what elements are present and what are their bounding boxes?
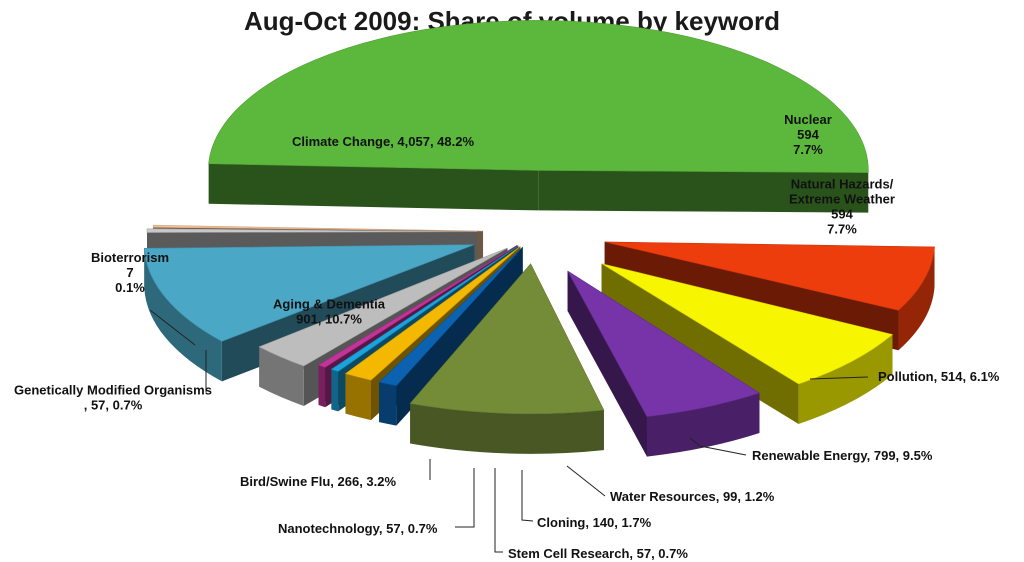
data-label-text: 0.1% bbox=[115, 280, 145, 295]
data-label-text: Cloning, 140, 1.7% bbox=[537, 515, 652, 530]
slice-top bbox=[143, 244, 475, 342]
data-label-genetically-modified-organisms: Genetically Modified Organisms, 57, 0.7% bbox=[14, 350, 212, 413]
slice-top bbox=[208, 20, 869, 173]
leader-line bbox=[494, 468, 503, 553]
slice-top bbox=[152, 224, 484, 232]
data-label-text: Bird/Swine Flu, 266, 3.2% bbox=[240, 474, 396, 489]
slice-wall bbox=[379, 247, 523, 423]
slice-top bbox=[317, 245, 518, 368]
slice-side bbox=[410, 403, 604, 454]
slice-side bbox=[345, 373, 372, 421]
data-label-text: Aging & Dementia bbox=[273, 297, 386, 312]
slice-top bbox=[258, 247, 508, 367]
data-label-cloning: Cloning, 140, 1.7% bbox=[521, 470, 652, 530]
slice-top bbox=[409, 263, 605, 415]
data-label-bird-swine-flu: Bird/Swine Flu, 266, 3.2% bbox=[240, 459, 431, 489]
data-label-text: Stem Cell Research, 57, 0.7% bbox=[508, 546, 688, 561]
slice-side bbox=[318, 365, 326, 408]
data-label-stem-cell-research: Stem Cell Research, 57, 0.7% bbox=[494, 468, 688, 561]
leader-line bbox=[689, 437, 747, 456]
data-label-text: 7.7% bbox=[793, 142, 823, 157]
leader-line bbox=[566, 465, 606, 497]
slice-wall bbox=[538, 170, 869, 213]
slice-wall bbox=[208, 163, 539, 211]
data-label-text: Pollution, 514, 6.1% bbox=[878, 369, 1000, 384]
data-label-text: 7 bbox=[126, 265, 133, 280]
slice-side bbox=[898, 246, 935, 351]
slice-wall bbox=[567, 270, 647, 457]
data-label-text: Nuclear bbox=[784, 112, 832, 127]
data-label-text: Bioterrorism bbox=[91, 250, 169, 265]
slice-top bbox=[344, 246, 521, 381]
slice-wall bbox=[601, 263, 799, 424]
slice-wall bbox=[345, 246, 521, 414]
data-label-text: Climate Change, 4,057, 48.2% bbox=[292, 134, 475, 149]
data-label-renewable-energy: Renewable Energy, 799, 9.5% bbox=[689, 437, 933, 463]
slice-top bbox=[330, 245, 519, 372]
data-label-text: 7.7% bbox=[827, 222, 857, 237]
leader-line bbox=[809, 376, 869, 380]
slice-renewable-energy bbox=[409, 263, 605, 454]
data-label-text: Water Resources, 99, 1.2% bbox=[610, 489, 775, 504]
data-label-text: Extreme Weather bbox=[789, 192, 895, 207]
data-label-text: Renewable Energy, 799, 9.5% bbox=[752, 448, 933, 463]
data-label-water-resources: Water Resources, 99, 1.2% bbox=[566, 465, 775, 504]
slice-natural-hazards-extreme-weather bbox=[601, 263, 894, 424]
slice-side bbox=[379, 382, 397, 426]
slice-climate-change bbox=[208, 20, 869, 213]
leader-line bbox=[149, 309, 196, 346]
slice-top bbox=[146, 228, 478, 233]
slice-top bbox=[378, 246, 523, 386]
slice-side bbox=[646, 393, 760, 457]
slice-side bbox=[259, 346, 304, 406]
data-label-climate-change: Climate Change, 4,057, 48.2% bbox=[292, 134, 475, 149]
data-label-text: 594 bbox=[831, 207, 853, 222]
data-label-text: Nanotechnology, 57, 0.7% bbox=[278, 521, 438, 536]
slice-top bbox=[601, 263, 894, 385]
data-label-nanotechnology: Nanotechnology, 57, 0.7% bbox=[278, 468, 475, 536]
data-label-text: Natural Hazards/ bbox=[791, 177, 894, 192]
data-label-text: 901, 10.7% bbox=[296, 312, 362, 327]
slice-pollution bbox=[567, 270, 761, 457]
slice-side bbox=[144, 248, 222, 382]
data-label-text: 594 bbox=[797, 127, 819, 142]
data-label-text: Genetically Modified Organisms bbox=[14, 383, 212, 398]
slice-top bbox=[567, 270, 761, 417]
slice-water-resources bbox=[378, 246, 523, 426]
data-label-pollution: Pollution, 514, 6.1% bbox=[809, 369, 1000, 384]
slice-side bbox=[331, 369, 339, 412]
slice-top bbox=[604, 241, 935, 311]
slice-side bbox=[798, 334, 893, 424]
leader-line bbox=[455, 468, 475, 528]
leader-line bbox=[521, 470, 534, 522]
data-label-text: , 57, 0.7% bbox=[84, 398, 143, 413]
